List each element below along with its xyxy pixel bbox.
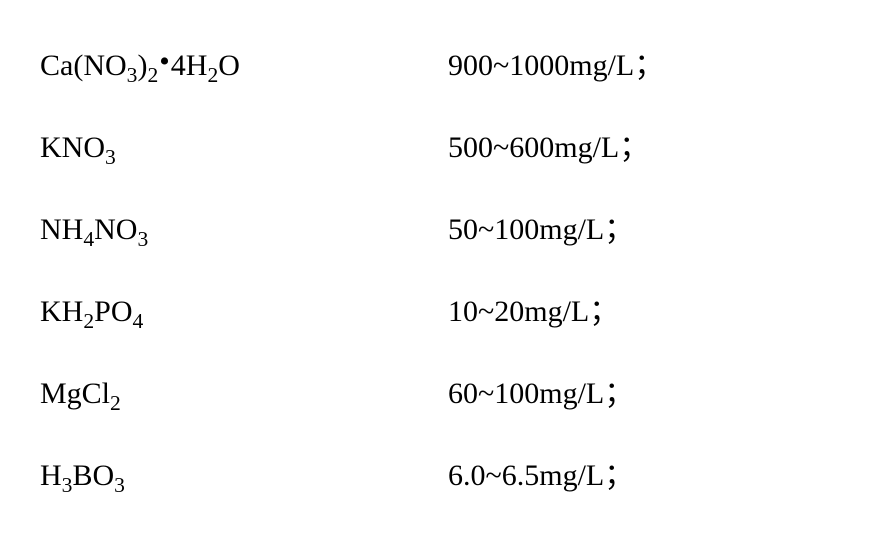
- table-row: Ca(NO3)2•4H2O 900~1000mg/L；: [40, 25, 856, 107]
- formula-cell: MgCl2: [40, 353, 448, 435]
- formula-cell: H3BO3: [40, 435, 448, 517]
- table-row: KH2PO4 10~20mg/L；: [40, 271, 856, 353]
- table-row: NH4NO3 50~100mg/L；: [40, 189, 856, 271]
- formula-cell: NH4NO3: [40, 189, 448, 271]
- value-cell: 900~1000mg/L；: [448, 25, 856, 107]
- value-cell: 10~20mg/L；: [448, 271, 856, 353]
- composition-table: Ca(NO3)2•4H2O 900~1000mg/L； KNO3 500~600…: [40, 25, 856, 517]
- table-row: MgCl2 60~100mg/L；: [40, 353, 856, 435]
- table-row: KNO3 500~600mg/L；: [40, 107, 856, 189]
- formula-cell: KH2PO4: [40, 271, 448, 353]
- value-cell: 60~100mg/L；: [448, 353, 856, 435]
- formula-cell: Ca(NO3)2•4H2O: [40, 25, 448, 107]
- table-row: H3BO3 6.0~6.5mg/L；: [40, 435, 856, 517]
- value-cell: 50~100mg/L；: [448, 189, 856, 271]
- value-cell: 6.0~6.5mg/L；: [448, 435, 856, 517]
- formula-cell: KNO3: [40, 107, 448, 189]
- value-cell: 500~600mg/L；: [448, 107, 856, 189]
